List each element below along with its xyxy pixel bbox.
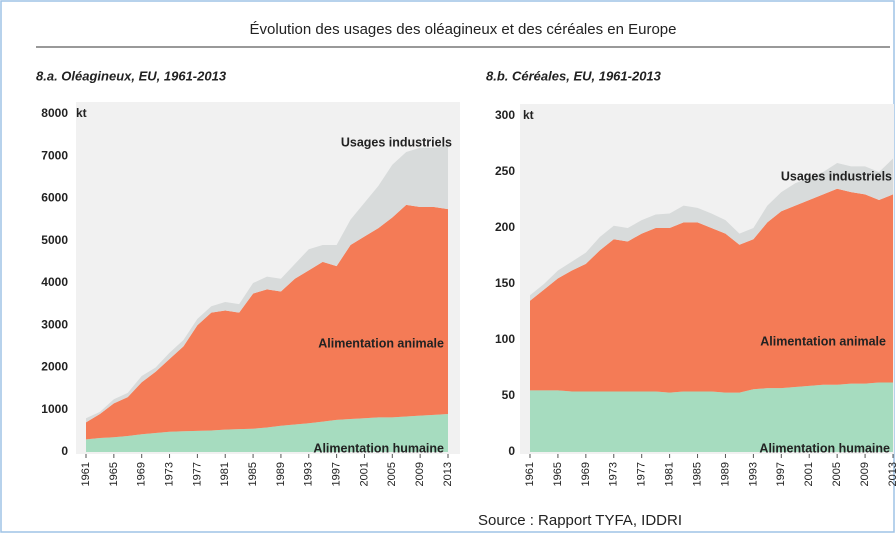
y-tick-label: 300 <box>495 108 515 122</box>
y-tick-label: 250 <box>495 164 515 178</box>
series-label: Usages industriels <box>781 169 892 183</box>
y-tick-label: 0 <box>508 444 515 458</box>
series-label: Alimentation animale <box>760 334 886 348</box>
x-tick-label: 2009 <box>414 462 426 486</box>
x-tick-label: 1977 <box>636 462 648 486</box>
chart-title: Évolution des usages des oléagineux et d… <box>250 21 677 38</box>
area-0 <box>530 382 893 452</box>
x-tick-label: 2013 <box>442 462 454 486</box>
y-axis-label: kt <box>523 108 534 122</box>
y-tick-label: 8000 <box>41 106 68 120</box>
x-tick-label: 1969 <box>136 462 148 486</box>
y-tick-label: 150 <box>495 276 515 290</box>
x-tick-label: 2009 <box>859 462 871 486</box>
y-tick-label: 100 <box>495 332 515 346</box>
y-tick-label: 3000 <box>41 317 68 331</box>
y-tick-label: 1000 <box>41 402 68 416</box>
area-0 <box>86 413 448 452</box>
y-tick-label: 200 <box>495 220 515 234</box>
area-1 <box>530 188 893 393</box>
y-tick-label: 5000 <box>41 233 68 247</box>
y-tick-label: 4000 <box>41 275 68 289</box>
source: Source : Rapport TYFA, IDDRI <box>478 512 682 529</box>
x-tick-label: 1973 <box>163 462 175 486</box>
area-2 <box>86 145 448 423</box>
x-tick-label: 1973 <box>608 462 620 486</box>
x-tick-label: 1969 <box>580 462 592 486</box>
x-tick-label: 1997 <box>775 462 787 486</box>
series-label: Alimentation humaine <box>313 441 444 455</box>
x-tick-label: 1961 <box>80 462 92 486</box>
y-axis-label: kt <box>76 106 87 120</box>
x-tick-label: 2001 <box>803 462 815 486</box>
x-tick-label: 1985 <box>247 462 259 486</box>
x-tick-label: 2005 <box>831 462 843 486</box>
x-tick-label: 1993 <box>747 462 759 486</box>
y-tick-label: 6000 <box>41 191 68 205</box>
x-tick-label: 1989 <box>275 462 287 486</box>
area-1 <box>86 204 448 440</box>
series-label: Usages industriels <box>341 135 452 149</box>
y-tick-label: 7000 <box>41 148 68 162</box>
x-tick-label: 1985 <box>691 462 703 486</box>
series-label: Alimentation humaine <box>759 441 890 455</box>
x-tick-label: 1989 <box>719 462 731 486</box>
x-tick-label: 1965 <box>108 462 120 486</box>
x-tick-label: 1993 <box>303 462 315 486</box>
chart-subtitle: 8.a. Oléagineux, EU, 1961-2013 <box>36 68 227 83</box>
x-tick-label: 1997 <box>331 462 343 486</box>
x-tick-label: 2001 <box>358 462 370 486</box>
x-tick-label: 2013 <box>887 462 896 486</box>
x-tick-label: 1981 <box>219 462 231 486</box>
y-tick-label: 0 <box>61 444 68 458</box>
x-tick-label: 1961 <box>524 462 536 486</box>
y-tick-label: 2000 <box>41 360 68 374</box>
x-tick-label: 2005 <box>386 462 398 486</box>
x-tick-label: 1977 <box>191 462 203 486</box>
series-label: Alimentation animale <box>318 336 444 350</box>
area-2 <box>530 158 893 301</box>
x-tick-label: 1981 <box>664 462 676 486</box>
y-tick-label: 50 <box>502 388 516 402</box>
chart-subtitle: 8.b. Céréales, EU, 1961-2013 <box>486 68 662 83</box>
x-tick-label: 1965 <box>552 462 564 486</box>
